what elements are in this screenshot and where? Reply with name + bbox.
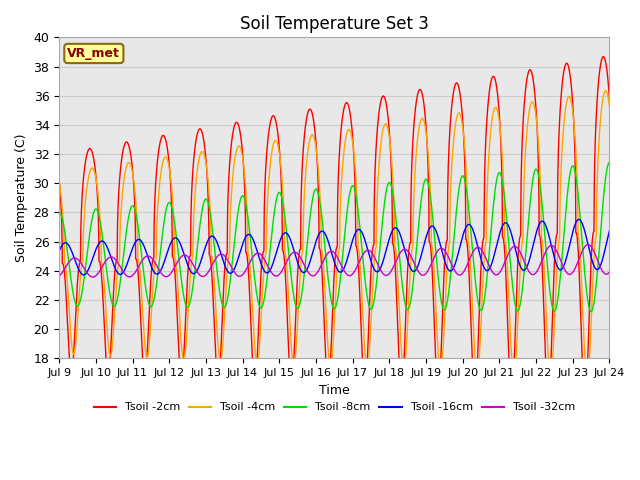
Text: VR_met: VR_met xyxy=(67,47,120,60)
Tsoil -4cm xyxy=(583,376,591,382)
Line: Tsoil -32cm: Tsoil -32cm xyxy=(59,244,609,277)
Tsoil -32cm xyxy=(151,260,159,265)
Tsoil -4cm xyxy=(602,88,609,94)
Tsoil -16cm xyxy=(118,271,126,276)
Tsoil -16cm xyxy=(266,267,274,273)
Tsoil -16cm xyxy=(291,249,298,254)
Tsoil -32cm xyxy=(89,274,97,280)
Tsoil -4cm xyxy=(150,264,158,269)
Tsoil -4cm xyxy=(605,103,613,109)
Tsoil -4cm xyxy=(118,196,125,202)
Tsoil -2cm xyxy=(290,355,298,360)
Tsoil -32cm xyxy=(605,269,613,275)
Tsoil -8cm xyxy=(605,160,613,166)
Tsoil -8cm xyxy=(150,294,158,300)
Tsoil -32cm xyxy=(584,241,592,247)
Tsoil -4cm xyxy=(536,155,543,160)
Tsoil -2cm xyxy=(605,95,613,101)
Tsoil -2cm xyxy=(536,232,543,238)
Line: Tsoil -8cm: Tsoil -8cm xyxy=(59,163,609,312)
Tsoil -16cm xyxy=(536,221,543,227)
Tsoil -8cm xyxy=(118,266,125,272)
X-axis label: Time: Time xyxy=(319,384,349,396)
Tsoil -16cm xyxy=(605,228,613,234)
Tsoil -16cm xyxy=(575,216,583,222)
Y-axis label: Soil Temperature (C): Soil Temperature (C) xyxy=(15,133,28,262)
Tsoil -8cm xyxy=(536,177,543,182)
Tsoil -16cm xyxy=(55,248,63,254)
Tsoil -2cm xyxy=(595,76,603,82)
Tsoil -2cm xyxy=(150,205,158,211)
Line: Tsoil -16cm: Tsoil -16cm xyxy=(59,219,609,275)
Line: Tsoil -4cm: Tsoil -4cm xyxy=(59,91,609,379)
Tsoil -2cm xyxy=(266,120,274,126)
Title: Soil Temperature Set 3: Soil Temperature Set 3 xyxy=(240,15,429,33)
Tsoil -2cm xyxy=(55,178,63,183)
Tsoil -16cm xyxy=(80,272,88,278)
Tsoil -32cm xyxy=(536,264,543,269)
Tsoil -2cm xyxy=(581,401,589,407)
Tsoil -16cm xyxy=(151,270,159,276)
Tsoil -8cm xyxy=(587,309,595,314)
Tsoil -32cm xyxy=(55,273,63,279)
Tsoil -8cm xyxy=(595,253,603,259)
Tsoil -32cm xyxy=(291,249,298,255)
Tsoil -8cm xyxy=(290,295,298,300)
Tsoil -32cm xyxy=(266,268,274,274)
Tsoil -32cm xyxy=(118,267,126,273)
Tsoil -4cm xyxy=(55,180,63,186)
Tsoil -16cm xyxy=(595,265,603,271)
Tsoil -4cm xyxy=(595,143,603,148)
Tsoil -8cm xyxy=(55,209,63,215)
Legend: Tsoil -2cm, Tsoil -4cm, Tsoil -8cm, Tsoil -16cm, Tsoil -32cm: Tsoil -2cm, Tsoil -4cm, Tsoil -8cm, Tsoi… xyxy=(89,398,579,417)
Tsoil -8cm xyxy=(266,247,274,253)
Tsoil -2cm xyxy=(118,155,125,160)
Line: Tsoil -2cm: Tsoil -2cm xyxy=(59,57,609,404)
Tsoil -32cm xyxy=(595,261,603,266)
Tsoil -4cm xyxy=(290,362,298,368)
Tsoil -4cm xyxy=(266,162,274,168)
Tsoil -2cm xyxy=(600,54,607,60)
